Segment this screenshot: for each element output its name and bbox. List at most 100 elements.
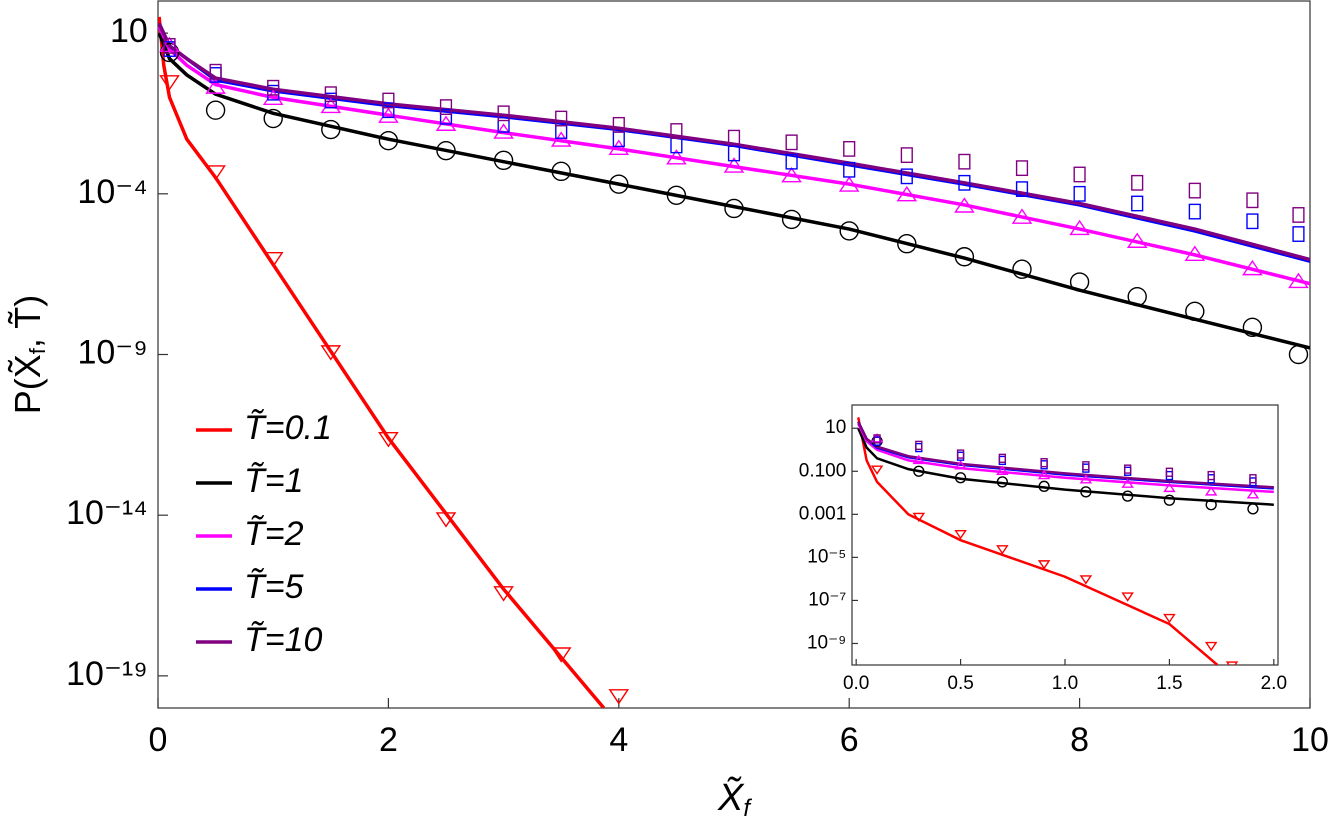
marker <box>382 92 395 109</box>
marker <box>1184 245 1206 261</box>
marker <box>996 465 1009 475</box>
marker <box>1040 458 1048 468</box>
marker <box>1069 272 1090 292</box>
marker <box>1079 575 1093 585</box>
marker <box>1073 185 1086 202</box>
y-axis-label-part: , T̃) <box>7 295 48 348</box>
series-line <box>857 421 1274 489</box>
x-axis-label-part: f <box>743 795 752 822</box>
marker <box>1121 478 1134 488</box>
marker <box>870 465 884 475</box>
marker <box>209 63 222 80</box>
marker <box>1247 503 1259 515</box>
marker <box>958 153 971 170</box>
marker <box>1038 480 1050 492</box>
marker <box>555 123 568 139</box>
y-axis-label: P(X̃f, T̃) <box>7 295 50 414</box>
marker <box>1225 661 1239 665</box>
marker <box>900 168 913 185</box>
legend-label: T̃=2 <box>244 515 304 553</box>
marker <box>896 185 918 202</box>
marker <box>996 476 1009 488</box>
x-tick-label: 4 <box>609 721 628 759</box>
marker <box>1246 489 1260 499</box>
marker <box>1012 259 1032 279</box>
marker <box>785 134 798 151</box>
marker <box>1246 213 1259 230</box>
marker <box>954 197 975 213</box>
marker <box>1015 160 1029 177</box>
marker <box>1015 181 1029 198</box>
x-tick-label: 1.5 <box>1156 673 1182 694</box>
series-line <box>857 417 1219 665</box>
marker <box>1121 490 1134 502</box>
marker <box>1079 474 1093 484</box>
marker <box>493 586 514 602</box>
marker <box>954 460 967 470</box>
y-tick-label: 10⁻⁵ <box>807 546 846 567</box>
marker <box>320 97 342 114</box>
series-line <box>158 25 1310 286</box>
marker <box>321 119 341 140</box>
marker <box>159 36 180 53</box>
x-tick-label: 10 <box>1291 721 1329 759</box>
plot-area <box>857 417 1274 665</box>
marker <box>378 107 399 123</box>
marker <box>843 161 856 178</box>
marker <box>1207 470 1215 481</box>
marker <box>912 454 926 465</box>
marker <box>1165 467 1174 477</box>
x-axis-label: X̃f <box>717 776 752 822</box>
marker <box>550 647 572 663</box>
marker <box>497 105 510 122</box>
marker <box>1249 474 1257 484</box>
marker <box>727 129 741 146</box>
marker <box>1205 499 1217 511</box>
marker <box>439 108 453 125</box>
marker <box>1127 286 1147 307</box>
marker <box>262 89 284 105</box>
legend-label: T̃=1 <box>244 462 304 500</box>
marker <box>1163 482 1176 493</box>
marker <box>873 434 881 444</box>
marker <box>497 116 510 133</box>
marker <box>1292 226 1305 242</box>
series-line <box>857 423 1274 494</box>
marker <box>1204 486 1218 496</box>
x-tick-label: 0.0 <box>843 673 869 694</box>
legend-label: T̃=0.1 <box>244 409 332 447</box>
marker <box>608 139 630 155</box>
marker <box>267 79 280 96</box>
marker <box>781 209 802 230</box>
marker <box>382 102 395 119</box>
marker <box>493 150 514 171</box>
marker <box>956 449 965 459</box>
marker <box>1037 560 1051 570</box>
marker <box>1188 203 1201 220</box>
y-tick-label: 10⁻⁹ <box>77 333 147 371</box>
y-tick-label: 10⁻⁹ <box>807 632 846 653</box>
marker <box>785 153 798 170</box>
marker <box>1288 344 1309 365</box>
marker <box>1011 208 1033 224</box>
marker <box>263 108 283 129</box>
marker <box>915 440 923 451</box>
marker <box>608 689 630 705</box>
marker <box>1204 641 1218 652</box>
marker <box>897 234 917 254</box>
x-tick-label: 6 <box>840 721 859 759</box>
y-tick-label: 10⁻⁴ <box>77 173 147 211</box>
marker <box>1163 613 1176 624</box>
legend-label: T̃=5 <box>244 568 304 606</box>
marker <box>838 176 860 192</box>
marker <box>609 174 629 194</box>
x-tick-label: 8 <box>1070 721 1089 759</box>
y-tick-label: 10 <box>110 12 148 50</box>
marker <box>1185 301 1205 322</box>
marker <box>1242 317 1263 338</box>
marker <box>954 530 967 540</box>
y-tick-label: 0.100 <box>799 460 847 481</box>
marker <box>723 157 745 173</box>
marker <box>439 99 453 115</box>
